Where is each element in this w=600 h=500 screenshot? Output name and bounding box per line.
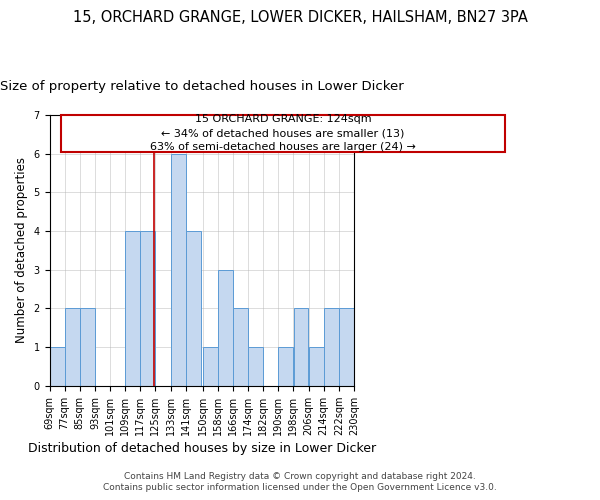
Y-axis label: Number of detached properties: Number of detached properties bbox=[15, 158, 28, 344]
Bar bbox=[309, 347, 323, 386]
Bar bbox=[203, 347, 218, 386]
Bar bbox=[233, 308, 248, 386]
Bar bbox=[324, 308, 338, 386]
Bar bbox=[80, 308, 95, 386]
Bar bbox=[50, 347, 65, 386]
Title: Size of property relative to detached houses in Lower Dicker: Size of property relative to detached ho… bbox=[0, 80, 404, 93]
Bar bbox=[125, 231, 140, 386]
Bar bbox=[248, 347, 263, 386]
Bar bbox=[140, 231, 155, 386]
FancyBboxPatch shape bbox=[61, 115, 505, 152]
Text: 15 ORCHARD GRANGE: 124sqm
← 34% of detached houses are smaller (13)
63% of semi-: 15 ORCHARD GRANGE: 124sqm ← 34% of detac… bbox=[150, 114, 416, 152]
Bar bbox=[339, 308, 354, 386]
Bar bbox=[170, 154, 185, 386]
Bar bbox=[278, 347, 293, 386]
Text: Contains HM Land Registry data © Crown copyright and database right 2024.
Contai: Contains HM Land Registry data © Crown c… bbox=[103, 472, 497, 492]
Bar bbox=[65, 308, 80, 386]
Bar bbox=[218, 270, 233, 386]
Bar bbox=[186, 231, 200, 386]
Text: 15, ORCHARD GRANGE, LOWER DICKER, HAILSHAM, BN27 3PA: 15, ORCHARD GRANGE, LOWER DICKER, HAILSH… bbox=[73, 10, 527, 25]
Bar bbox=[293, 308, 308, 386]
X-axis label: Distribution of detached houses by size in Lower Dicker: Distribution of detached houses by size … bbox=[28, 442, 376, 455]
